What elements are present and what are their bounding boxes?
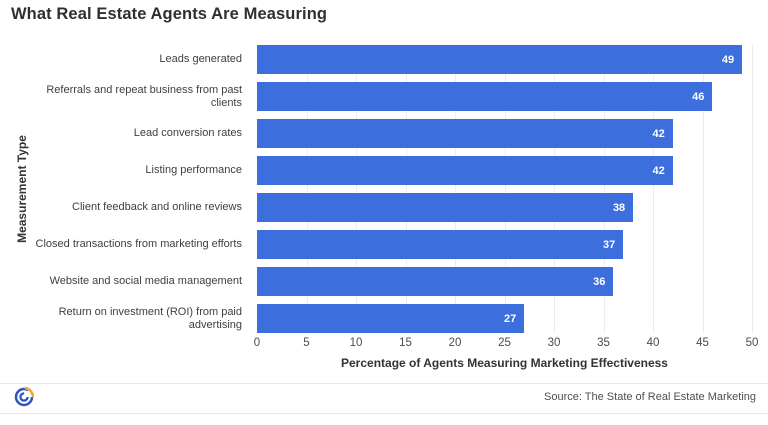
gridline — [356, 45, 357, 333]
bar: 38 — [257, 193, 634, 222]
bar: 42 — [257, 119, 673, 148]
bar: 42 — [257, 156, 673, 185]
category-label: Closed transactions from marketing effor… — [35, 238, 242, 250]
source-text: Source: The State of Real Estate Marketi… — [544, 391, 756, 403]
gridline — [752, 45, 753, 333]
x-tick-label: 15 — [399, 337, 412, 349]
category-label: Referrals and repeat business from past … — [46, 83, 242, 109]
gridline — [455, 45, 456, 333]
bar: 36 — [257, 267, 614, 296]
bar: 46 — [257, 82, 713, 111]
x-tick-label: 10 — [349, 337, 363, 349]
category-label: Website and social media management — [49, 275, 242, 287]
bar: 27 — [257, 304, 525, 333]
bar-value-label: 42 — [652, 164, 665, 177]
bar-value-label: 37 — [603, 238, 616, 251]
x-tick-label: 35 — [597, 337, 610, 349]
circular-swoosh-logo-icon — [14, 386, 35, 407]
category-label: Return on investment (ROI) from paid adv… — [58, 305, 242, 331]
gridline — [653, 45, 654, 333]
bar-value-label: 38 — [612, 201, 626, 214]
gridline — [554, 45, 555, 333]
bar-value-label: 27 — [504, 312, 517, 325]
category-label: Client feedback and online reviews — [72, 201, 242, 213]
x-tick-label: 40 — [646, 337, 660, 349]
brand-logo-icon — [13, 385, 35, 407]
bar-value-label: 46 — [692, 90, 705, 103]
x-tick-label: 45 — [696, 337, 709, 349]
category-label: Listing performance — [145, 164, 242, 176]
x-tick-label: 20 — [448, 337, 462, 349]
bar-value-label: 49 — [721, 53, 735, 66]
footer-divider-bottom — [0, 413, 768, 414]
plot-area: 49 46 42 42 38 37 36 27 — [257, 45, 753, 333]
x-tick-label: 0 — [253, 337, 261, 349]
bar: 37 — [257, 230, 624, 259]
gridline — [603, 45, 605, 333]
gridline — [405, 45, 407, 333]
x-tick-label: 5 — [303, 337, 310, 349]
bar-value-label: 42 — [652, 127, 665, 140]
chart-title: What Real Estate Agents Are Measuring — [11, 5, 328, 23]
gridline — [702, 45, 704, 333]
x-axis-ticks: 0 5 10 15 20 25 30 35 40 45 50 — [253, 337, 759, 351]
bar: 49 — [257, 45, 743, 74]
category-labels: Leads generated Referrals and repeat busi… — [0, 45, 250, 333]
gridline — [306, 45, 308, 333]
category-label: Leads generated — [159, 53, 242, 65]
x-tick-label: 25 — [498, 337, 511, 349]
x-axis-title: Percentage of Agents Measuring Marketing… — [341, 356, 668, 370]
x-tick-label: 50 — [745, 337, 759, 349]
category-label: Lead conversion rates — [133, 127, 242, 139]
x-tick-label: 30 — [547, 337, 561, 349]
footer-divider-top — [0, 383, 768, 384]
gridline — [504, 45, 506, 333]
bar-value-label: 36 — [593, 275, 606, 288]
